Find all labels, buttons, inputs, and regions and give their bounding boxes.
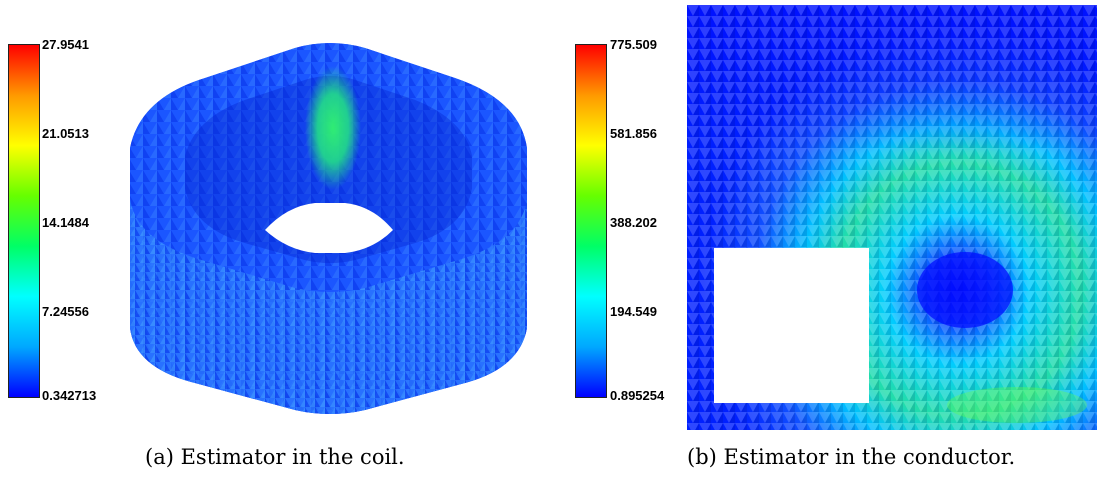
- colorbar-tick-min: 0.895254: [610, 388, 665, 403]
- colorbar-conductor: [575, 44, 607, 398]
- colorbar-tick: 14.1484: [42, 215, 89, 230]
- figure-coil: 27.9541 21.0513 14.1484 7.24556 0.342713: [8, 37, 527, 469]
- colorbar-tick: 194.549: [610, 304, 657, 319]
- figure-conductor: 775.509 581.856 388.202 194.549 0.895254: [560, 0, 1099, 483]
- figure-caption: (b) Estimator in the conductor.: [687, 445, 1016, 469]
- conductor-mesh-plot: [687, 5, 1097, 430]
- colorbar-tick-max: 775.509: [610, 37, 657, 52]
- colorbar-tick-min: 0.342713: [42, 388, 97, 403]
- colorbar-tick: 388.202: [610, 215, 657, 230]
- colorbar-tick: 7.24556: [42, 304, 89, 319]
- figure-caption: (a) Estimator in the coil.: [145, 445, 405, 469]
- colorbar-coil: [8, 44, 40, 398]
- colorbar-tick: 581.856: [610, 126, 657, 141]
- colorbar-tick: 21.0513: [42, 126, 89, 141]
- colorbar-tick-max: 27.9541: [42, 37, 89, 52]
- coil-mesh-plot: [130, 43, 527, 414]
